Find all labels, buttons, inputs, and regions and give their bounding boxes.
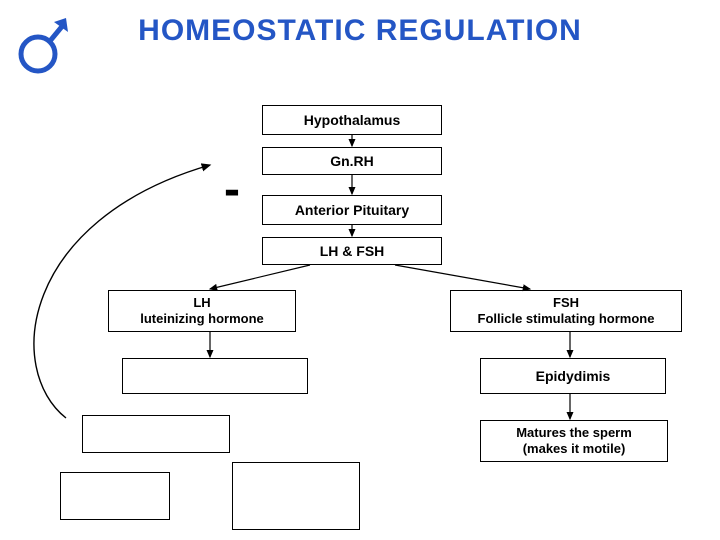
node-label: Gn.RH xyxy=(330,153,374,170)
node-label: Epidydimis xyxy=(536,368,611,385)
node-gnrh: Gn.RH xyxy=(262,147,442,175)
node-blank1 xyxy=(122,358,308,394)
negative-feedback-sign: - xyxy=(224,162,240,217)
diagram-title: HOMEOSTATIC REGULATION xyxy=(0,14,720,48)
node-blank2 xyxy=(82,415,230,453)
node-pituitary: Anterior Pituitary xyxy=(262,195,442,225)
node-lh: LH luteinizing hormone xyxy=(108,290,296,332)
node-label: FSH Follicle stimulating hormone xyxy=(478,295,655,326)
node-label: Matures the sperm (makes it motile) xyxy=(516,425,632,456)
node-label: Hypothalamus xyxy=(304,112,400,129)
node-lhfsh: LH & FSH xyxy=(262,237,442,265)
node-blank3 xyxy=(60,472,170,520)
node-label: LH & FSH xyxy=(320,243,385,260)
node-label: LH luteinizing hormone xyxy=(140,295,264,326)
node-label: Anterior Pituitary xyxy=(295,202,409,219)
node-matures: Matures the sperm (makes it motile) xyxy=(480,420,668,462)
node-hypothalamus: Hypothalamus xyxy=(262,105,442,135)
node-fsh: FSH Follicle stimulating hormone xyxy=(450,290,682,332)
node-blank4 xyxy=(232,462,360,530)
node-epididymis: Epidydimis xyxy=(480,358,666,394)
